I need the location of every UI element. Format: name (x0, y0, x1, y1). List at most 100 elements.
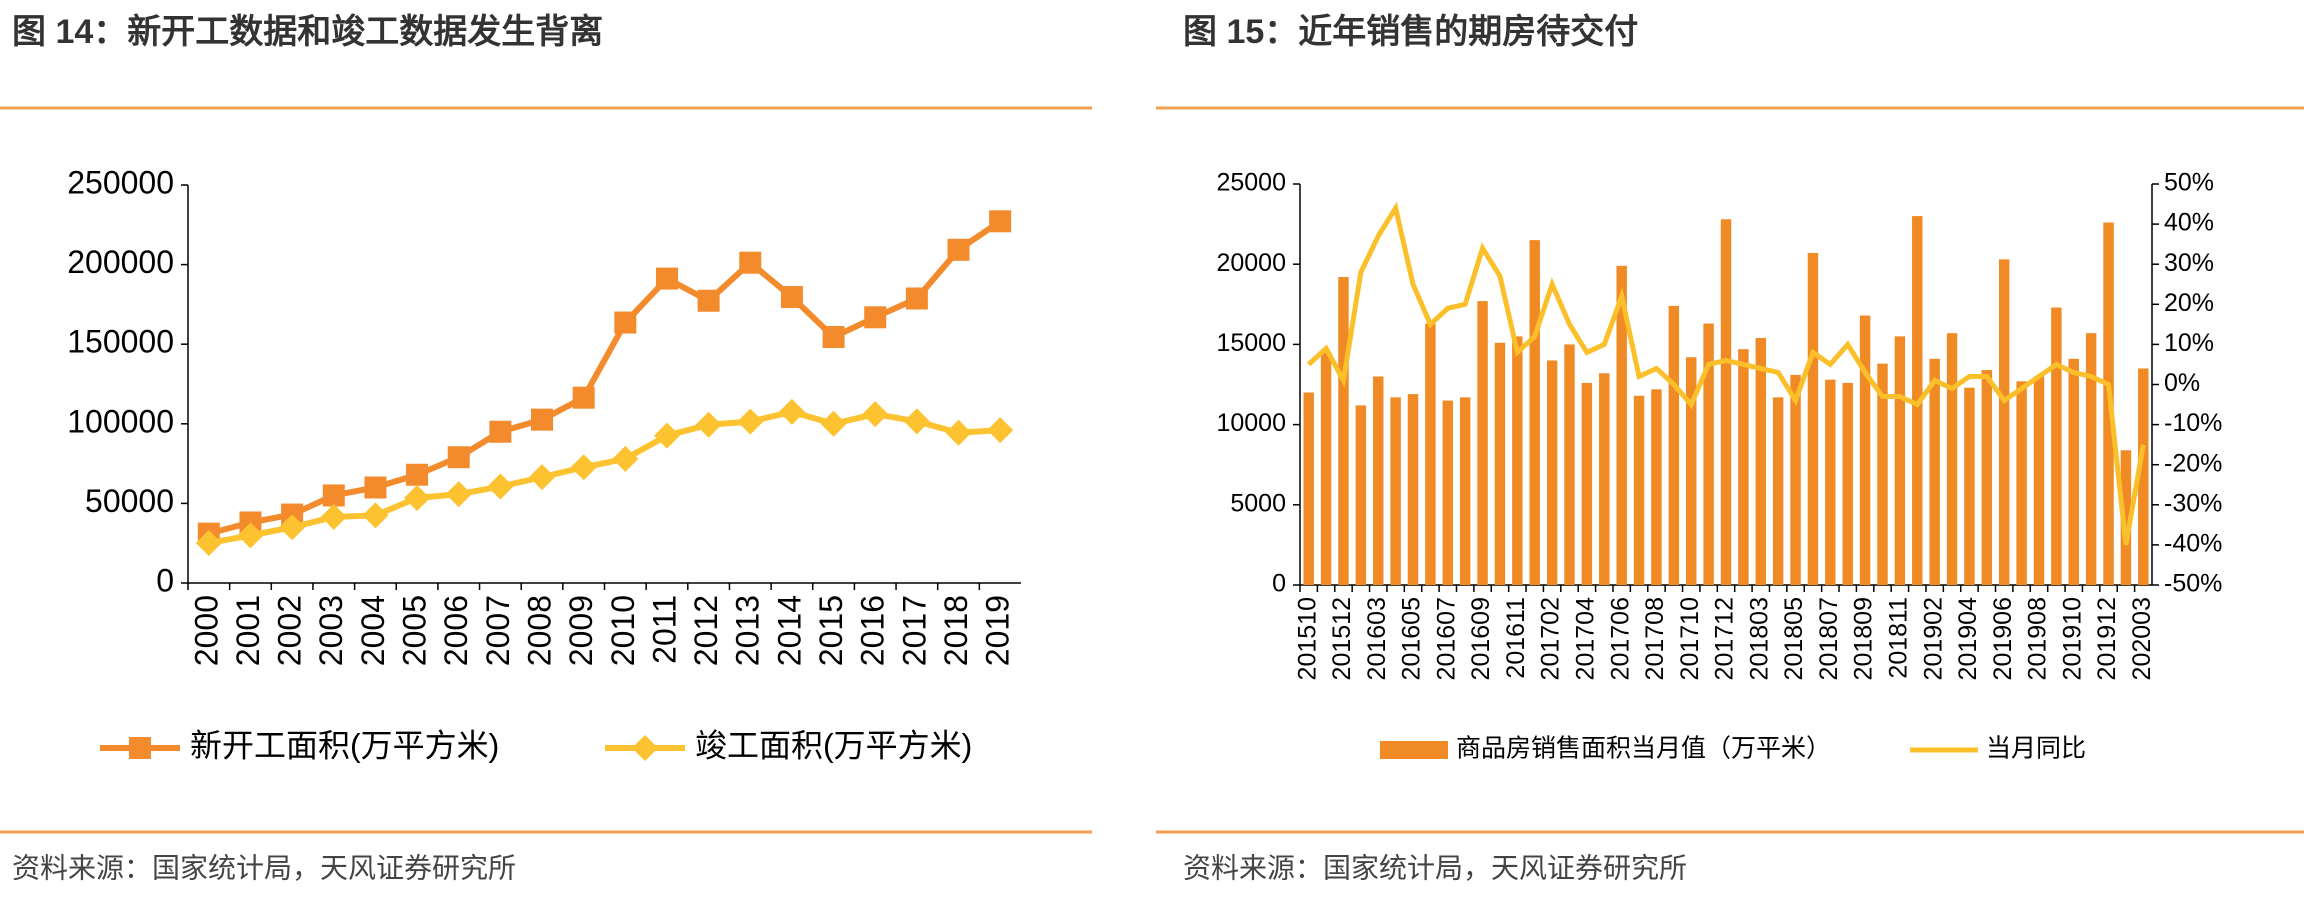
bar (1981, 370, 1993, 585)
x-tick-label: 2017 (896, 595, 932, 666)
series-line (1306, 201, 2146, 546)
bar (1877, 363, 1888, 585)
x-tick-label: 2013 (730, 595, 766, 666)
marker (570, 454, 597, 481)
x-tick-label: 2015 (813, 595, 849, 666)
marker (778, 398, 805, 425)
bar (1407, 394, 1419, 585)
legend-swatch (632, 735, 658, 761)
y2-tick-label: -50% (2164, 570, 2222, 598)
y2-tick-label: 50% (2164, 169, 2214, 197)
bar (1964, 387, 1975, 585)
bar (1599, 373, 1610, 585)
y-tick-label: 100000 (67, 403, 174, 439)
x-tick-label: 201706 (1606, 597, 1634, 680)
y-tick-label: 10000 (1216, 409, 1286, 437)
x-tick-label: 2016 (855, 595, 891, 666)
bar (1494, 342, 1506, 585)
bar (2085, 333, 2097, 585)
marker (903, 408, 930, 435)
marker (406, 463, 429, 486)
marker (320, 503, 347, 530)
bar (1529, 240, 1540, 585)
bar (1442, 400, 1454, 585)
marker (780, 286, 803, 309)
bar (2033, 376, 2045, 585)
marker (820, 410, 847, 437)
y2-tick-label: 30% (2164, 249, 2214, 277)
source: 资料来源：国家统计局，天风证券研究所 (1183, 852, 1687, 883)
y-tick-label: 150000 (67, 324, 174, 360)
x-tick-label: 2000 (188, 595, 224, 666)
bar (1929, 358, 1940, 585)
x-tick-label: 2018 (938, 595, 974, 666)
legend-label: 商品房销售面积当月值（万平米） (1456, 735, 1831, 763)
x-tick-label: 2011 (646, 595, 682, 664)
bar (1842, 382, 1853, 585)
y2-tick-label: -30% (2164, 489, 2222, 517)
marker (529, 464, 556, 491)
marker (987, 417, 1014, 444)
bar (1790, 374, 1801, 585)
y2-tick-label: -20% (2164, 449, 2222, 477)
x-tick-label: 201910 (2058, 597, 2086, 680)
bar (1512, 336, 1523, 585)
marker (695, 411, 722, 438)
bar (1633, 395, 1645, 585)
bar (1320, 352, 1332, 585)
x-tick-label: 201906 (1989, 597, 2017, 680)
marker (737, 408, 764, 435)
x-tick-label: 2006 (438, 595, 474, 666)
bar (1390, 397, 1401, 585)
y-tick-label: 200000 (67, 244, 174, 280)
x-tick-label: 2008 (521, 595, 557, 666)
legend-label: 竣工面积(万平方米) (695, 727, 972, 763)
marker (612, 445, 639, 472)
bar (2016, 381, 2027, 585)
marker (614, 311, 637, 334)
bar (1564, 344, 1575, 585)
marker (404, 484, 431, 511)
x-tick-label: 2003 (313, 595, 349, 666)
bar (1686, 357, 1697, 585)
x-tick-label: 2019 (980, 595, 1016, 666)
bar (1477, 301, 1488, 585)
legend-swatch (1380, 741, 1448, 759)
marker (364, 476, 387, 499)
legend-label: 当月同比 (1986, 735, 2086, 763)
y-tick-label: 15000 (1216, 329, 1286, 357)
marker (989, 210, 1012, 233)
x-tick-label: 2012 (688, 595, 724, 666)
marker (322, 484, 345, 507)
bar (1772, 397, 1784, 585)
y2-tick-label: -40% (2164, 530, 2222, 558)
x-tick-label: 201512 (1328, 597, 1356, 680)
x-tick-label: 2010 (605, 595, 641, 666)
y2-tick-label: 20% (2164, 289, 2214, 317)
marker (489, 420, 512, 443)
bar (2120, 450, 2132, 585)
x-tick-label: 201702 (1537, 597, 1565, 680)
marker (655, 267, 678, 290)
x-tick-label: 201803 (1745, 597, 1773, 680)
x-tick-label: 202003 (2128, 597, 2156, 680)
bar (1894, 336, 1906, 585)
bar (2051, 307, 2062, 585)
marker (862, 401, 889, 428)
marker (487, 473, 514, 500)
bar (1755, 337, 1766, 585)
y2-tick-label: -10% (2164, 409, 2222, 437)
x-tick-label: 201704 (1572, 597, 1600, 681)
marker (362, 502, 389, 529)
y-tick-label: 250000 (67, 164, 174, 200)
bar (1459, 397, 1471, 585)
bar (1859, 315, 1871, 585)
x-tick-label: 2004 (355, 595, 391, 666)
marker (447, 446, 470, 469)
marker (237, 522, 264, 549)
x-tick-label: 201603 (1363, 597, 1391, 680)
bar (1338, 277, 1349, 585)
marker (864, 306, 887, 329)
